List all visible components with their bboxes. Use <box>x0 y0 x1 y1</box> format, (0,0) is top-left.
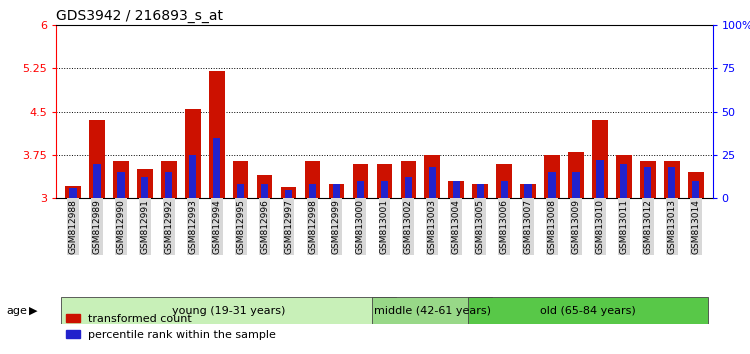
Bar <box>381 181 388 198</box>
Text: GSM812997: GSM812997 <box>284 199 293 254</box>
Bar <box>309 184 316 198</box>
Bar <box>400 161 416 198</box>
Bar <box>165 172 172 198</box>
Text: GSM813004: GSM813004 <box>452 199 460 254</box>
Text: GSM813005: GSM813005 <box>476 199 484 254</box>
Bar <box>448 181 464 198</box>
Text: GSM812993: GSM812993 <box>188 199 197 254</box>
Bar <box>500 181 508 198</box>
Bar <box>572 172 580 198</box>
Bar <box>644 167 652 198</box>
Bar <box>304 161 320 198</box>
Bar <box>548 172 556 198</box>
Bar <box>496 164 512 198</box>
Text: old (65-84 years): old (65-84 years) <box>540 306 636 316</box>
Bar <box>544 155 560 198</box>
Bar <box>596 160 604 198</box>
Bar <box>256 175 272 198</box>
Text: GSM813011: GSM813011 <box>620 199 628 254</box>
Text: GSM813008: GSM813008 <box>548 199 556 254</box>
Bar <box>373 297 492 324</box>
Text: GSM812988: GSM812988 <box>68 199 77 254</box>
Text: GSM812999: GSM812999 <box>332 199 341 254</box>
Bar <box>65 185 81 198</box>
Bar <box>524 184 532 198</box>
Text: GSM813012: GSM813012 <box>644 199 652 254</box>
Bar <box>664 161 680 198</box>
Text: GDS3942 / 216893_s_at: GDS3942 / 216893_s_at <box>56 9 223 23</box>
Bar <box>472 184 488 198</box>
Text: GSM812998: GSM812998 <box>308 199 317 254</box>
Text: GSM813009: GSM813009 <box>572 199 580 254</box>
Bar <box>405 177 412 198</box>
Text: middle (42-61 years): middle (42-61 years) <box>374 306 490 316</box>
Text: GSM813006: GSM813006 <box>500 199 508 254</box>
Text: GSM813010: GSM813010 <box>596 199 604 254</box>
Bar <box>429 167 436 198</box>
Bar <box>592 120 608 198</box>
Bar <box>209 71 224 198</box>
Bar <box>476 184 484 198</box>
Text: GSM813014: GSM813014 <box>692 199 700 254</box>
Text: GSM812990: GSM812990 <box>116 199 125 254</box>
Bar <box>233 161 248 198</box>
Bar <box>376 164 392 198</box>
Text: GSM813003: GSM813003 <box>427 199 436 254</box>
Bar <box>141 177 148 198</box>
Bar <box>640 161 656 198</box>
Bar <box>688 172 703 198</box>
Text: GSM813001: GSM813001 <box>380 199 388 254</box>
Text: GSM813002: GSM813002 <box>404 199 412 254</box>
Text: GSM812992: GSM812992 <box>164 199 173 254</box>
Bar <box>261 184 268 198</box>
Bar <box>285 190 292 198</box>
Bar <box>453 181 460 198</box>
Bar <box>189 155 196 198</box>
Bar <box>328 184 344 198</box>
Text: GSM812996: GSM812996 <box>260 199 269 254</box>
Bar <box>520 184 536 198</box>
Bar <box>237 184 244 198</box>
Bar <box>357 181 364 198</box>
Bar <box>93 164 100 198</box>
Bar <box>213 137 220 198</box>
Bar <box>352 164 368 198</box>
Bar <box>568 152 584 198</box>
Bar <box>616 155 632 198</box>
Bar <box>113 161 129 198</box>
Bar <box>117 172 124 198</box>
Text: young (19-31 years): young (19-31 years) <box>172 306 286 316</box>
Bar <box>333 184 340 198</box>
Text: GSM812989: GSM812989 <box>92 199 101 254</box>
Legend: transformed count, percentile rank within the sample: transformed count, percentile rank withi… <box>62 309 280 344</box>
Text: GSM812995: GSM812995 <box>236 199 245 254</box>
Bar <box>161 161 176 198</box>
Bar <box>620 164 628 198</box>
Text: GSM813000: GSM813000 <box>356 199 365 254</box>
Bar <box>185 109 200 198</box>
Text: GSM812991: GSM812991 <box>140 199 149 254</box>
Bar <box>89 120 105 198</box>
Bar <box>137 169 153 198</box>
Text: GSM813007: GSM813007 <box>524 199 532 254</box>
Bar <box>468 297 708 324</box>
Text: GSM813013: GSM813013 <box>668 199 676 254</box>
Bar <box>70 188 76 198</box>
Bar <box>424 155 440 198</box>
Text: age: age <box>6 306 27 316</box>
Bar <box>668 167 676 198</box>
Bar <box>280 187 296 198</box>
Text: ▶: ▶ <box>28 306 37 316</box>
Bar <box>692 181 699 198</box>
Bar <box>61 297 396 324</box>
Text: GSM812994: GSM812994 <box>212 199 221 254</box>
